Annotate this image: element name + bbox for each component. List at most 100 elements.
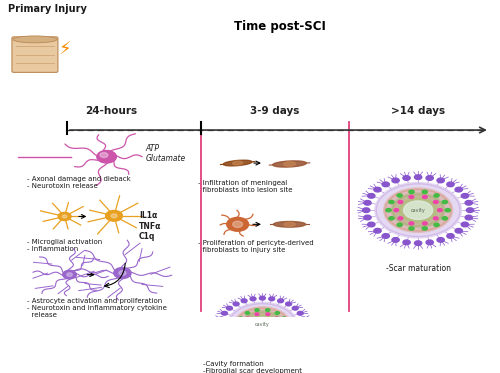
Circle shape xyxy=(66,341,94,359)
Circle shape xyxy=(374,228,381,233)
Text: IL1α
TNFα
C1q: IL1α TNFα C1q xyxy=(139,211,161,241)
Circle shape xyxy=(434,217,438,220)
Circle shape xyxy=(447,182,454,186)
Circle shape xyxy=(269,297,274,301)
Text: Time post-SCI: Time post-SCI xyxy=(234,20,326,33)
Circle shape xyxy=(422,190,428,194)
Circle shape xyxy=(466,208,473,213)
Circle shape xyxy=(235,307,290,342)
Ellipse shape xyxy=(284,222,295,226)
Circle shape xyxy=(465,215,472,220)
Circle shape xyxy=(110,344,118,349)
Circle shape xyxy=(422,222,427,225)
Circle shape xyxy=(278,347,283,351)
Circle shape xyxy=(233,302,239,306)
Text: - Proliferation of pericyte-derived
  fibroblasts to injury site: - Proliferation of pericyte-derived fibr… xyxy=(198,240,314,253)
Circle shape xyxy=(397,194,402,197)
Circle shape xyxy=(392,194,444,227)
Circle shape xyxy=(386,209,391,212)
Circle shape xyxy=(266,338,270,341)
Circle shape xyxy=(241,347,247,351)
Circle shape xyxy=(384,189,452,232)
Circle shape xyxy=(222,335,228,338)
Circle shape xyxy=(409,190,414,194)
Circle shape xyxy=(232,221,242,228)
Circle shape xyxy=(278,324,282,326)
Circle shape xyxy=(286,302,292,306)
Circle shape xyxy=(260,296,266,300)
Circle shape xyxy=(226,340,232,344)
Circle shape xyxy=(114,345,124,350)
Circle shape xyxy=(111,214,117,218)
Circle shape xyxy=(255,338,259,341)
Circle shape xyxy=(364,201,371,205)
Circle shape xyxy=(278,299,283,303)
Text: -Cavity formation
-Fibroglial scar development: -Cavity formation -Fibroglial scar devel… xyxy=(203,361,302,373)
Circle shape xyxy=(269,349,274,353)
Circle shape xyxy=(409,227,414,230)
Circle shape xyxy=(397,223,402,226)
Text: cavity: cavity xyxy=(410,208,426,213)
Circle shape xyxy=(462,194,468,198)
Circle shape xyxy=(275,335,280,338)
Circle shape xyxy=(447,233,454,238)
Circle shape xyxy=(409,222,414,225)
Circle shape xyxy=(58,212,71,220)
Text: >14 days: >14 days xyxy=(391,106,445,116)
Ellipse shape xyxy=(224,160,252,166)
Circle shape xyxy=(218,329,224,333)
Circle shape xyxy=(62,215,67,218)
Circle shape xyxy=(286,344,292,348)
Circle shape xyxy=(455,228,462,233)
Circle shape xyxy=(364,215,371,220)
Circle shape xyxy=(404,201,432,219)
Circle shape xyxy=(426,240,434,245)
Circle shape xyxy=(362,208,370,213)
Text: 3-9 days: 3-9 days xyxy=(250,106,300,116)
Circle shape xyxy=(434,223,439,226)
Text: ⚡: ⚡ xyxy=(58,41,71,59)
Circle shape xyxy=(414,175,422,179)
Circle shape xyxy=(368,222,375,227)
Circle shape xyxy=(382,233,390,238)
Circle shape xyxy=(300,329,306,333)
Text: Primary Injury: Primary Injury xyxy=(8,4,86,14)
Circle shape xyxy=(63,270,76,279)
Circle shape xyxy=(243,324,246,326)
Circle shape xyxy=(250,317,274,332)
Circle shape xyxy=(119,271,126,275)
Ellipse shape xyxy=(76,347,88,353)
Circle shape xyxy=(246,330,250,333)
FancyBboxPatch shape xyxy=(12,37,58,72)
Circle shape xyxy=(255,334,259,337)
Text: 24-hours: 24-hours xyxy=(86,106,138,116)
Circle shape xyxy=(228,303,297,347)
Ellipse shape xyxy=(272,161,306,167)
Circle shape xyxy=(392,238,399,242)
Ellipse shape xyxy=(284,162,296,166)
Circle shape xyxy=(298,311,303,315)
FancyArrowPatch shape xyxy=(104,263,125,288)
Circle shape xyxy=(422,227,428,230)
Circle shape xyxy=(300,317,306,321)
Ellipse shape xyxy=(232,161,242,165)
Circle shape xyxy=(462,222,468,227)
Circle shape xyxy=(242,311,284,338)
Circle shape xyxy=(233,344,239,348)
Circle shape xyxy=(282,317,286,320)
Circle shape xyxy=(437,238,444,242)
Text: - Axonal damage and dieback
- Neurotoxin release: - Axonal damage and dieback - Neurotoxin… xyxy=(28,176,131,189)
Circle shape xyxy=(292,306,298,310)
Circle shape xyxy=(409,195,414,198)
Circle shape xyxy=(389,217,394,220)
Circle shape xyxy=(368,194,375,198)
Circle shape xyxy=(376,183,460,237)
Circle shape xyxy=(282,330,286,333)
Circle shape xyxy=(106,210,122,221)
Circle shape xyxy=(292,340,298,344)
Circle shape xyxy=(241,299,247,303)
Circle shape xyxy=(266,313,270,316)
Circle shape xyxy=(389,200,394,204)
Circle shape xyxy=(455,187,462,192)
Circle shape xyxy=(374,187,381,192)
